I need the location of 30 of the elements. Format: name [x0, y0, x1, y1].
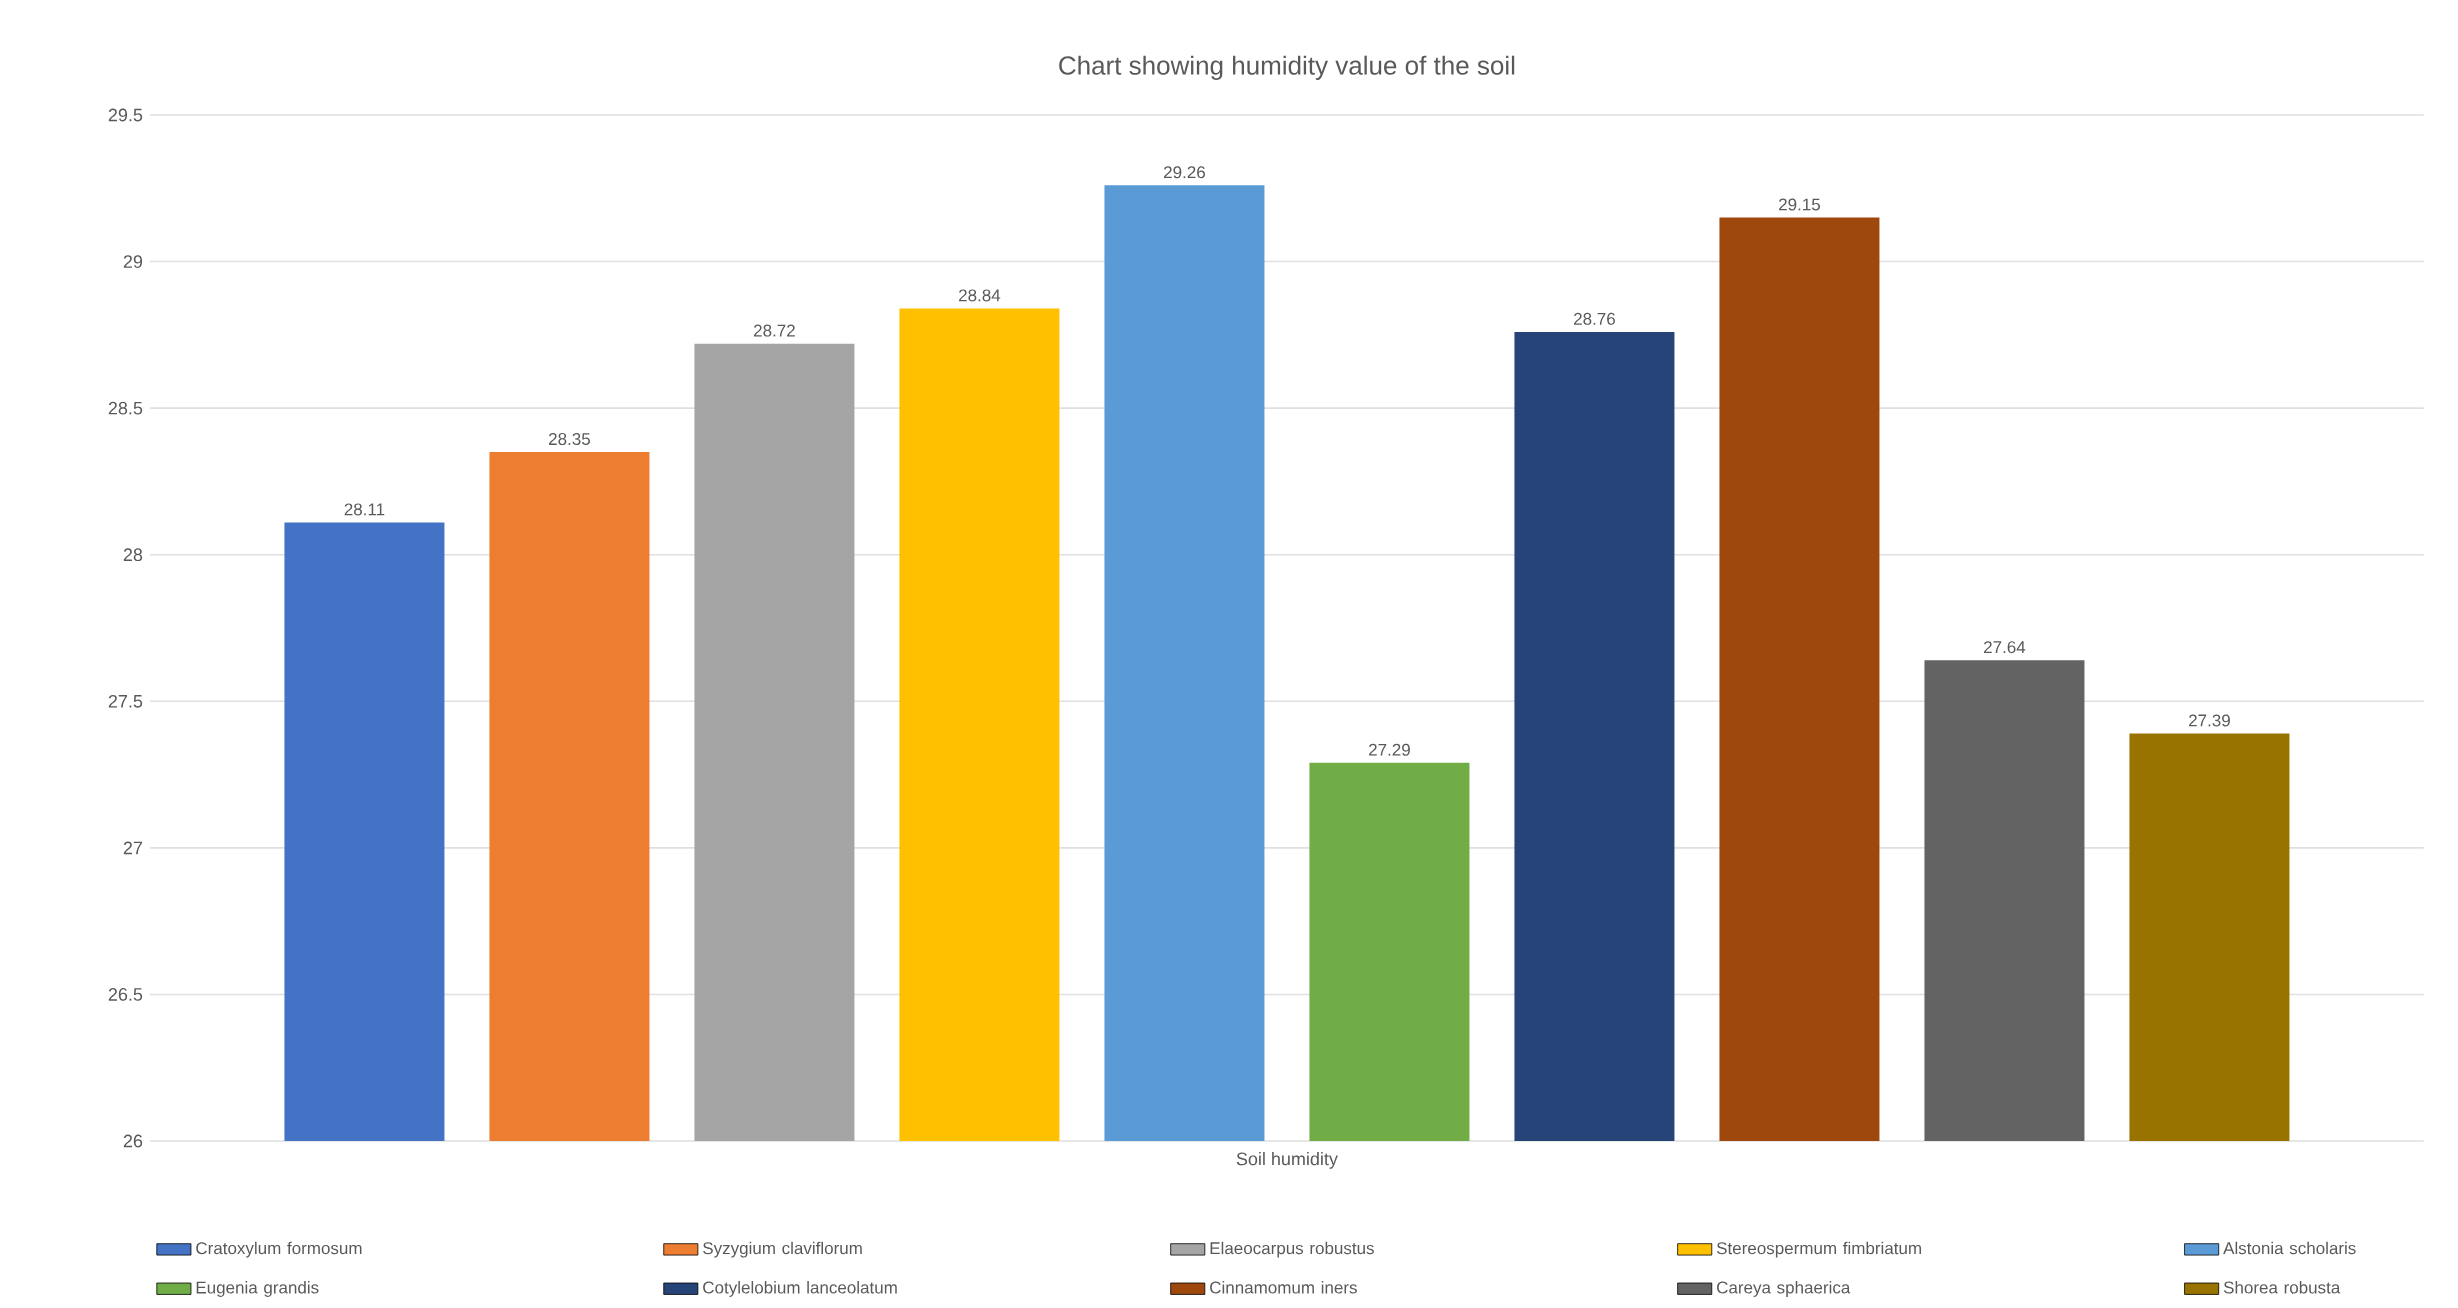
data-label: 27.29 — [1369, 743, 1410, 756]
y-tick-label: 27 — [123, 841, 143, 855]
y-tick-label: 26.5 — [108, 988, 143, 1001]
legend-label: Careya sphaerica — [1717, 1281, 1851, 1297]
legend-label: Cinnamomum iners — [1210, 1281, 1357, 1294]
y-tick-label: 28.5 — [108, 401, 143, 415]
legend-label: Shorea robusta — [2223, 1281, 2341, 1294]
data-label: 29.15 — [1779, 198, 1821, 211]
legend-label: Stereospermum fimbriatum — [1716, 1241, 1921, 1258]
legend-label: Syzygium claviflorum — [703, 1241, 862, 1258]
data-label: 28.35 — [549, 433, 590, 446]
legend-label: Cotylelobium lanceolatum — [703, 1281, 897, 1297]
y-tick-label: 29.5 — [108, 108, 143, 122]
data-label: 29.26 — [1164, 166, 1205, 179]
legend-label: Eugenia grandis — [196, 1281, 319, 1297]
x-tick-label: Soil humidity — [1236, 1152, 1338, 1169]
data-label: 28.72 — [754, 324, 795, 337]
data-label: 28.84 — [959, 289, 1001, 302]
data-label: 28.11 — [344, 503, 385, 516]
y-tick-label: 27.5 — [108, 694, 143, 708]
legend-label: Alstonia scholaris — [2223, 1241, 2356, 1255]
data-label: 27.39 — [2189, 714, 2230, 727]
y-tick-label: 29 — [123, 255, 143, 268]
data-label: 28.76 — [1574, 312, 1615, 325]
y-tick-label: 28 — [123, 548, 143, 562]
legend-label: Elaeocarpus robustus — [1210, 1241, 1374, 1258]
legend-label: Cratoxylum formosum — [196, 1241, 362, 1258]
y-tick-label: 26 — [123, 1134, 143, 1148]
data-label: 27.64 — [1984, 641, 2026, 654]
chart-title: Chart showing humidity value of the soil — [1059, 55, 1515, 80]
